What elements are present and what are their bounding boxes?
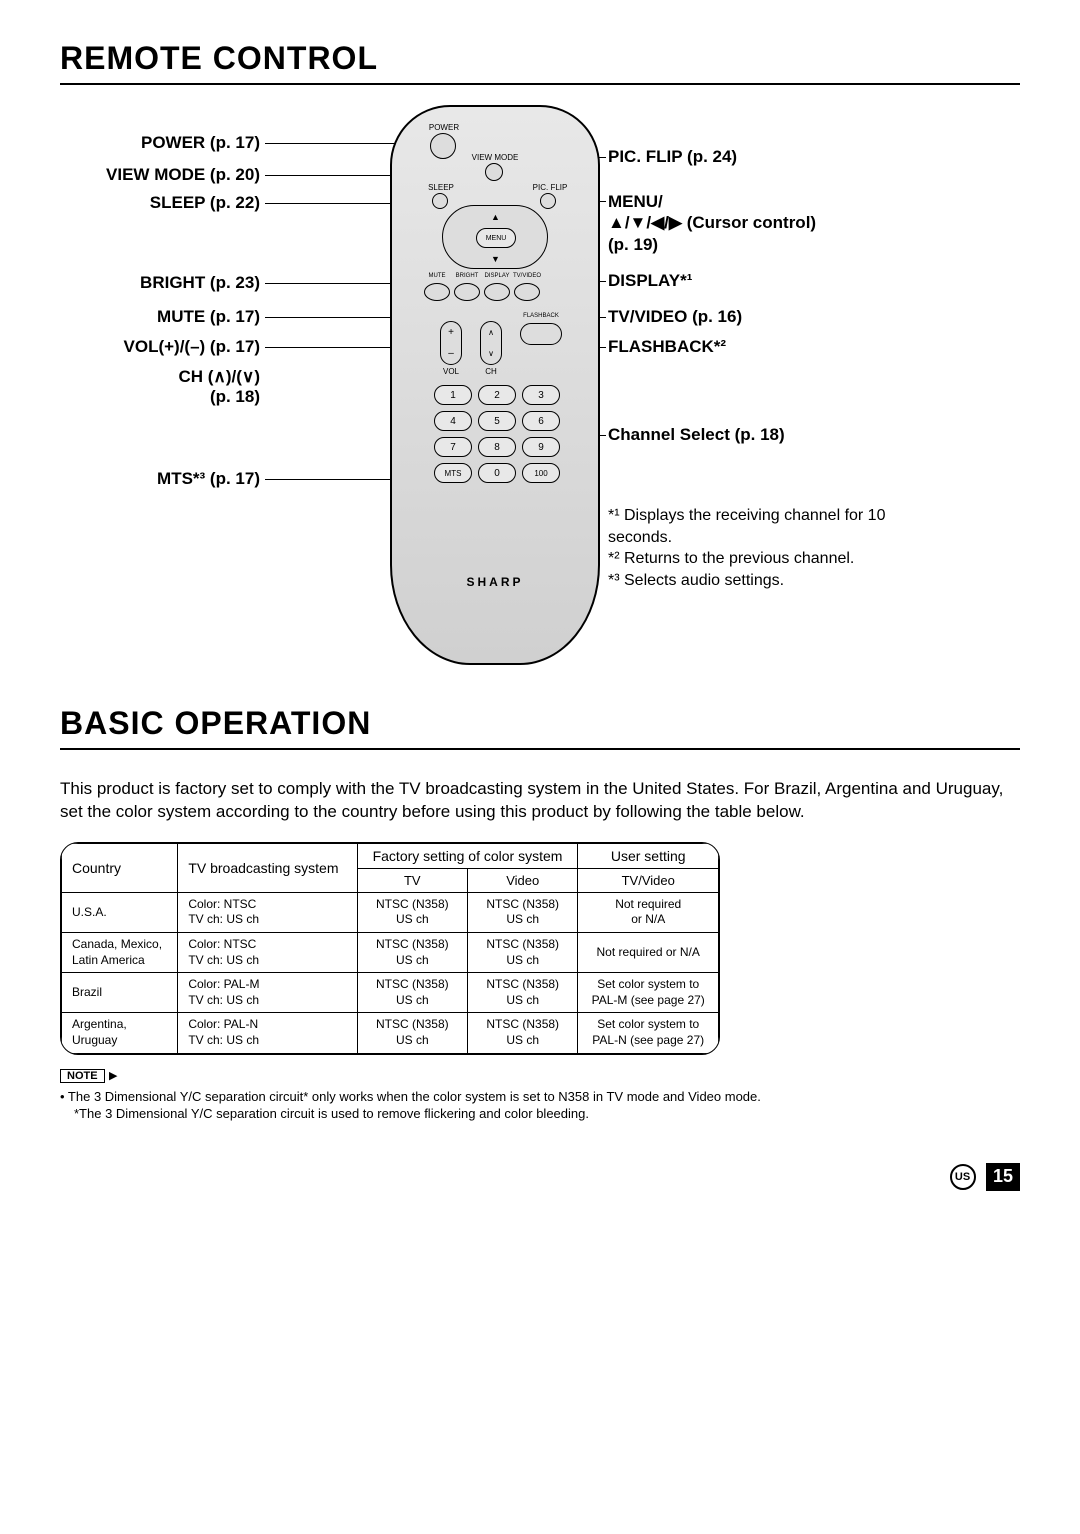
- callout-tvvideo: TV/VIDEO (p. 16): [608, 307, 742, 327]
- th-user-sub: TV/Video: [578, 868, 719, 892]
- basic-intro: This product is factory set to comply wi…: [60, 778, 1020, 824]
- table-row: Canada, Mexico,Latin AmericaColor: NTSCT…: [62, 933, 719, 973]
- brand-logo: SHARP: [390, 575, 600, 589]
- note-block: NOTE ▶ • The 3 Dimensional Y/C separatio…: [60, 1055, 1020, 1123]
- view-mode-button: [485, 163, 503, 181]
- callout-power: POWER (p. 17): [60, 133, 260, 153]
- power-button: [430, 133, 456, 159]
- callout-pic-flip: PIC. FLIP (p. 24): [608, 147, 737, 167]
- th-tv: TV: [357, 868, 467, 892]
- table-row: Argentina,UruguayColor: PAL-NTV ch: US c…: [62, 1013, 719, 1053]
- callout-display: DISPLAY*¹: [608, 271, 692, 291]
- vol-rocker: +–: [440, 321, 462, 365]
- callout-sleep: SLEEP (p. 22): [60, 193, 260, 213]
- key-8: 8: [478, 437, 516, 457]
- key-100: 100: [522, 463, 560, 483]
- callout-channel-select: Channel Select (p. 18): [608, 425, 785, 445]
- tvvideo-button: [514, 283, 540, 301]
- pic-flip-button: [540, 193, 556, 209]
- callout-ch: CH (∧)/(∨)(p. 18): [60, 367, 260, 407]
- color-system-table: Country TV broadcasting system Factory s…: [60, 842, 720, 1055]
- remote-graphic: POWER VIEW MODE SLEEP PIC. FLIP ▲ MENU ▼…: [390, 105, 600, 665]
- sleep-button: [432, 193, 448, 209]
- th-user: User setting: [578, 843, 719, 868]
- th-factory: Factory setting of color system: [357, 843, 578, 868]
- key-4: 4: [434, 411, 472, 431]
- callout-bright: BRIGHT (p. 23): [60, 273, 260, 293]
- flashback-button: [520, 323, 562, 345]
- section-title-basic: BASIC OPERATION: [60, 705, 1020, 742]
- table-row: U.S.A.Color: NTSCTV ch: US chNTSC (N358)…: [62, 892, 719, 932]
- callout-flashback: FLASHBACK*²: [608, 337, 726, 357]
- menu-cluster: ▲ MENU ▼: [442, 205, 548, 269]
- th-video: Video: [468, 868, 578, 892]
- mute-button: [424, 283, 450, 301]
- key-6: 6: [522, 411, 560, 431]
- display-button: [484, 283, 510, 301]
- key-mts: MTS: [434, 463, 472, 483]
- callout-view-mode: VIEW MODE (p. 20): [60, 165, 260, 185]
- key-9: 9: [522, 437, 560, 457]
- th-country: Country: [62, 843, 178, 892]
- key-7: 7: [434, 437, 472, 457]
- divider: [60, 748, 1020, 750]
- th-tvb: TV broadcasting system: [178, 843, 357, 892]
- page-number: 15: [986, 1163, 1020, 1191]
- divider: [60, 83, 1020, 85]
- key-2: 2: [478, 385, 516, 405]
- key-5: 5: [478, 411, 516, 431]
- key-1: 1: [434, 385, 472, 405]
- ch-rocker: ∧∨: [480, 321, 502, 365]
- callout-vol: VOL(+)/(–) (p. 17): [60, 337, 260, 357]
- key-3: 3: [522, 385, 560, 405]
- page-footer: US 15: [60, 1163, 1020, 1191]
- remote-diagram: POWER (p. 17) VIEW MODE (p. 20) SLEEP (p…: [60, 105, 1020, 705]
- section-title-remote: REMOTE CONTROL: [60, 40, 1020, 77]
- menu-button: MENU: [476, 228, 516, 248]
- callout-menu: MENU/ ▲/▼/◀/▶ (Cursor control) (p. 19): [608, 191, 816, 255]
- region-badge: US: [950, 1164, 976, 1190]
- keypad: 1 2 3 4 5 6 7 8 9 MTS 0 100: [434, 385, 560, 483]
- callout-mute: MUTE (p. 17): [60, 307, 260, 327]
- bright-button: [454, 283, 480, 301]
- key-0: 0: [478, 463, 516, 483]
- callout-mts: MTS*³ (p. 17): [60, 469, 260, 489]
- footnotes: *¹ Displays the receiving channel for 10…: [608, 505, 908, 591]
- table-row: BrazilColor: PAL-MTV ch: US chNTSC (N358…: [62, 973, 719, 1013]
